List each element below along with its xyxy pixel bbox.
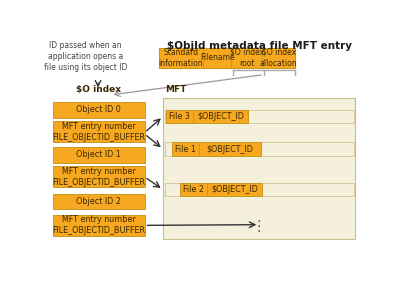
Text: MFT entry number
FILE_OBJECTID_BUFFER: MFT entry number FILE_OBJECTID_BUFFER bbox=[52, 122, 145, 142]
FancyBboxPatch shape bbox=[199, 142, 261, 156]
FancyBboxPatch shape bbox=[53, 102, 144, 117]
FancyBboxPatch shape bbox=[206, 183, 262, 197]
Text: MFT entry number
FILE_OBJECTID_BUFFER: MFT entry number FILE_OBJECTID_BUFFER bbox=[52, 167, 145, 187]
Text: File 1: File 1 bbox=[175, 144, 196, 154]
FancyBboxPatch shape bbox=[172, 142, 199, 156]
FancyBboxPatch shape bbox=[165, 142, 354, 156]
Text: ⋮: ⋮ bbox=[252, 219, 266, 234]
Text: Object ID 1: Object ID 1 bbox=[76, 151, 121, 159]
FancyBboxPatch shape bbox=[53, 121, 144, 142]
Text: MFT entry number
FILE_OBJECTID_BUFFER: MFT entry number FILE_OBJECTID_BUFFER bbox=[52, 215, 145, 235]
Text: $OBJECT_ID: $OBJECT_ID bbox=[211, 185, 258, 194]
Text: $O index
root: $O index root bbox=[230, 48, 264, 68]
FancyBboxPatch shape bbox=[165, 183, 354, 197]
Text: $OBJECT_ID: $OBJECT_ID bbox=[197, 112, 244, 121]
FancyBboxPatch shape bbox=[53, 214, 144, 236]
FancyBboxPatch shape bbox=[165, 110, 354, 123]
FancyBboxPatch shape bbox=[163, 98, 355, 239]
FancyBboxPatch shape bbox=[262, 47, 295, 68]
FancyBboxPatch shape bbox=[193, 110, 248, 123]
Text: File 2: File 2 bbox=[183, 185, 204, 194]
Text: $ObjId metadata file MFT entry: $ObjId metadata file MFT entry bbox=[167, 41, 352, 51]
Text: MFT: MFT bbox=[165, 85, 186, 94]
FancyBboxPatch shape bbox=[158, 47, 204, 68]
FancyBboxPatch shape bbox=[180, 183, 206, 197]
FancyBboxPatch shape bbox=[53, 147, 144, 163]
FancyBboxPatch shape bbox=[158, 47, 295, 68]
Text: Object ID 0: Object ID 0 bbox=[76, 105, 121, 114]
Text: $O index
allocation: $O index allocation bbox=[260, 48, 298, 68]
Text: $O index: $O index bbox=[76, 85, 121, 94]
FancyBboxPatch shape bbox=[166, 110, 193, 123]
Text: Object ID 2: Object ID 2 bbox=[76, 197, 121, 206]
FancyBboxPatch shape bbox=[53, 194, 144, 209]
Text: File 3: File 3 bbox=[169, 112, 190, 121]
FancyBboxPatch shape bbox=[53, 166, 144, 188]
Text: ID passed when an
application opens a
file using its object ID: ID passed when an application opens a fi… bbox=[44, 41, 127, 72]
FancyBboxPatch shape bbox=[204, 47, 231, 68]
Text: Filename: Filename bbox=[200, 53, 235, 62]
Text: Standard
information: Standard information bbox=[159, 48, 203, 68]
FancyBboxPatch shape bbox=[231, 47, 262, 68]
Text: $OBJECT_ID: $OBJECT_ID bbox=[206, 144, 253, 154]
